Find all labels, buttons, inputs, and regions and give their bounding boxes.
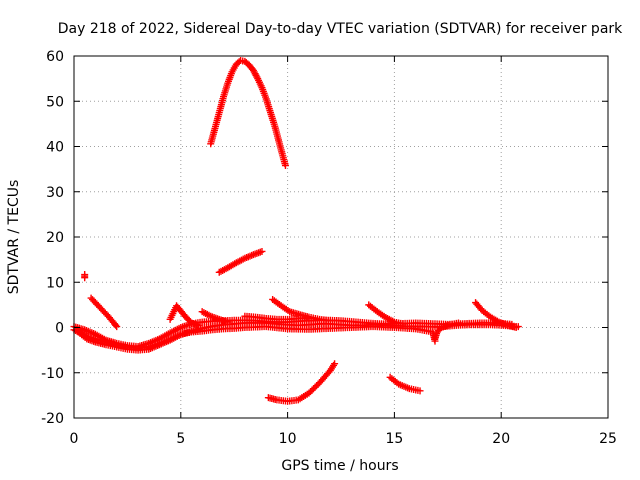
x-tick-label: 5	[176, 431, 185, 447]
data-point	[305, 314, 313, 322]
data-series	[264, 360, 339, 405]
x-tick-label: 10	[279, 431, 297, 447]
x-tick-label: 15	[385, 431, 403, 447]
data-point	[416, 387, 424, 395]
data-point	[81, 274, 89, 282]
y-tick-label: -10	[41, 366, 64, 382]
data-series	[198, 308, 232, 326]
data-series	[215, 247, 266, 276]
data-point	[326, 317, 334, 325]
data-points	[70, 57, 522, 405]
grid	[74, 56, 608, 418]
y-tick-label: 0	[55, 321, 64, 337]
data-point	[258, 247, 266, 255]
data-series	[241, 312, 313, 323]
data-point	[281, 162, 289, 170]
data-series	[472, 299, 520, 331]
data-series	[87, 294, 121, 331]
x-axis-label: GPS time / hours	[281, 458, 398, 474]
data-series	[166, 302, 202, 329]
chart-title: Day 218 of 2022, Sidereal Day-to-day VTE…	[58, 21, 623, 37]
data-point	[399, 320, 407, 328]
data-point	[194, 321, 202, 329]
data-series	[70, 316, 516, 351]
data-point	[512, 324, 520, 331]
data-series	[207, 57, 289, 170]
x-tick-label: 25	[599, 431, 617, 447]
y-tick-label: 20	[46, 230, 64, 246]
data-point	[112, 321, 120, 329]
x-tick-label: 20	[492, 431, 510, 447]
data-series	[386, 373, 424, 395]
y-tick-label: 50	[46, 94, 64, 110]
x-tick-label: 0	[70, 431, 79, 447]
axis-ticks: 0 5 10 15 20 25 -20 -10 0 10 20 30 40 50 60	[41, 49, 617, 447]
data-point	[113, 323, 121, 331]
data-point	[331, 360, 339, 368]
y-tick-label: -20	[41, 411, 64, 427]
data-point	[454, 319, 462, 327]
data-point	[224, 318, 232, 326]
data-series	[431, 319, 462, 343]
y-tick-label: 30	[46, 185, 64, 201]
y-tick-label: 10	[46, 275, 64, 291]
data-series	[269, 295, 334, 325]
data-series	[81, 271, 89, 282]
data-series	[365, 301, 407, 328]
data-series	[74, 323, 439, 354]
y-tick-label: 40	[46, 140, 64, 156]
y-tick-label: 60	[46, 49, 64, 65]
y-axis-label: SDTVAR / TECUs	[6, 180, 22, 295]
